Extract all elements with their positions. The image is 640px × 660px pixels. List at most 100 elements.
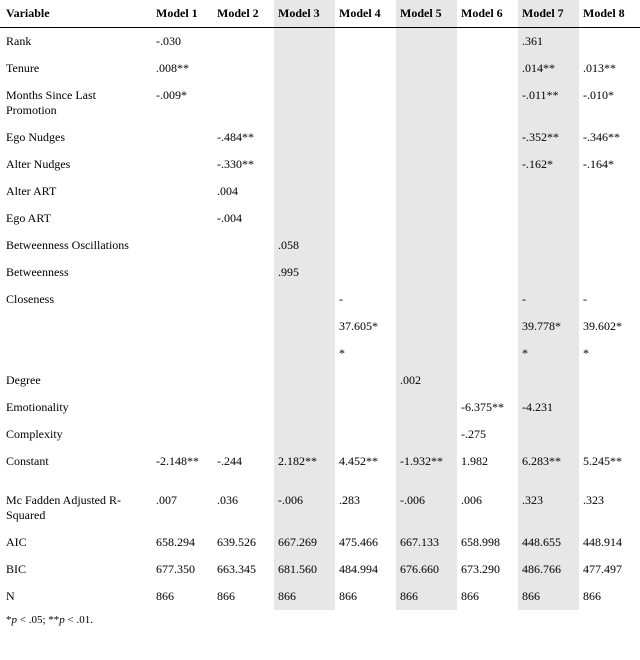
table-row: Betweenness Oscillations.058 [0, 232, 640, 259]
cell: .361 [518, 28, 579, 56]
cell: 866 [274, 583, 335, 610]
cell [152, 205, 213, 232]
cell [396, 124, 457, 151]
cell [152, 151, 213, 178]
cell: -.006 [396, 475, 457, 529]
table-row: Emotionality-6.375**-4.231 [0, 394, 640, 421]
cell [335, 421, 396, 448]
cell [457, 205, 518, 232]
cell: -.275 [457, 421, 518, 448]
footnote: *p < .05; **p < .01. [0, 610, 640, 630]
table-row: AIC658.294639.526667.269475.466667.13365… [0, 529, 640, 556]
cell [457, 259, 518, 286]
cell: 5.245** [579, 448, 640, 475]
cell: 676.660 [396, 556, 457, 583]
cell: 477.497 [579, 556, 640, 583]
cell: - [579, 286, 640, 313]
cell [396, 205, 457, 232]
row-label: Closeness [0, 286, 152, 313]
table-row: BIC677.350663.345681.560484.994676.66067… [0, 556, 640, 583]
cell [152, 232, 213, 259]
cell [274, 55, 335, 82]
table-row: Degree .002 [0, 367, 640, 394]
cell [213, 421, 274, 448]
cell: .323 [518, 475, 579, 529]
row-label: Emotionality [0, 394, 152, 421]
cell [274, 28, 335, 56]
col-model-8: Model 8 [579, 0, 640, 28]
cell: 866 [396, 583, 457, 610]
cell: 486.766 [518, 556, 579, 583]
cell: - [335, 286, 396, 313]
cell [579, 205, 640, 232]
cell: .007 [152, 475, 213, 529]
cell: 37.605* [335, 313, 396, 340]
cell [213, 394, 274, 421]
cell [152, 313, 213, 340]
row-label: Tenure [0, 55, 152, 82]
cell: 4.452** [335, 448, 396, 475]
cell [518, 205, 579, 232]
cell [274, 151, 335, 178]
cell [457, 151, 518, 178]
cell: .014** [518, 55, 579, 82]
cell [335, 232, 396, 259]
row-label: Betweenness Oscillations [0, 232, 152, 259]
cell [457, 313, 518, 340]
cell [152, 367, 213, 394]
cell: 658.294 [152, 529, 213, 556]
cell [457, 232, 518, 259]
cell [152, 340, 213, 367]
cell: 658.998 [457, 529, 518, 556]
cell: 484.994 [335, 556, 396, 583]
row-label [0, 340, 152, 367]
cell [457, 82, 518, 124]
cell: .002 [396, 367, 457, 394]
cell [213, 82, 274, 124]
cell [396, 394, 457, 421]
cell: 448.914 [579, 529, 640, 556]
cell [213, 313, 274, 340]
col-model-4: Model 4 [335, 0, 396, 28]
cell [274, 286, 335, 313]
cell: -.330** [213, 151, 274, 178]
cell [396, 286, 457, 313]
cell: 866 [152, 583, 213, 610]
cell: -4.231 [518, 394, 579, 421]
cell [579, 28, 640, 56]
cell: 667.269 [274, 529, 335, 556]
cell: -.004 [213, 205, 274, 232]
cell: -.244 [213, 448, 274, 475]
cell: 6.283** [518, 448, 579, 475]
cell: -.009* [152, 82, 213, 124]
row-label: Alter Nudges [0, 151, 152, 178]
col-model-5: Model 5 [396, 0, 457, 28]
cell [335, 178, 396, 205]
cell [274, 205, 335, 232]
cell [457, 28, 518, 56]
col-model-2: Model 2 [213, 0, 274, 28]
row-label: Degree [0, 367, 152, 394]
col-model-7: Model 7 [518, 0, 579, 28]
cell: -.006 [274, 475, 335, 529]
cell: -1.932** [396, 448, 457, 475]
cell [335, 28, 396, 56]
cell [152, 394, 213, 421]
cell [335, 205, 396, 232]
cell: -.484** [213, 124, 274, 151]
cell [213, 367, 274, 394]
footnote-t2: < .01. [65, 614, 93, 626]
table-row: Constant-2.148**-.2442.182**4.452**-1.93… [0, 448, 640, 475]
cell [213, 55, 274, 82]
cell: 866 [579, 583, 640, 610]
cell [213, 286, 274, 313]
row-label [0, 313, 152, 340]
cell: -.010* [579, 82, 640, 124]
cell [274, 421, 335, 448]
row-label: Complexity [0, 421, 152, 448]
cell [274, 82, 335, 124]
cell: -.164* [579, 151, 640, 178]
row-label: Ego Nudges [0, 124, 152, 151]
cell [457, 55, 518, 82]
cell [579, 394, 640, 421]
